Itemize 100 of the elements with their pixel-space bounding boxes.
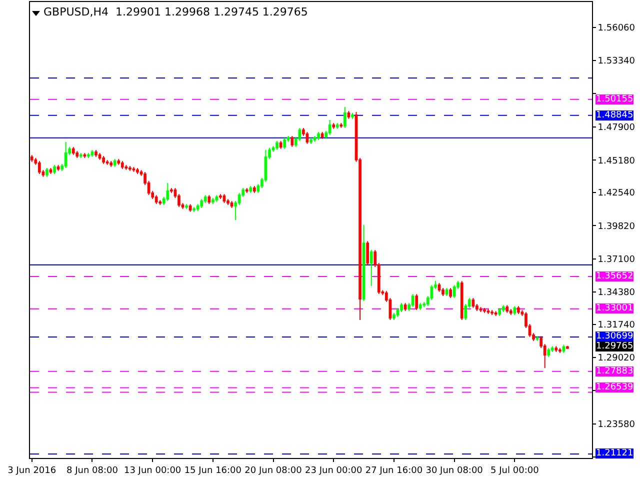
candlestick [566,345,569,350]
ref-line-label: 1.21121 [596,448,634,458]
y-tick-label: 1.37100 [598,254,636,265]
candlestick [415,294,418,310]
candlestick [76,150,79,158]
y-tick-label: 1.39820 [598,222,636,232]
candlestick [320,131,324,140]
candlestick [306,131,309,144]
candlestick [83,152,86,158]
ref-line-label: 1.50155 [596,94,634,104]
y-tick-label: 1.42540 [598,188,636,199]
candlestick [56,164,60,172]
candlestick [438,282,441,292]
y-tick-label: 1.31740 [598,320,636,330]
candlestick [509,308,512,316]
candlestick [336,122,339,130]
candlestick [460,280,464,320]
candlestick [188,204,192,212]
x-tick-label: 3 Jun 2016 [8,466,56,476]
candlestick [136,167,139,174]
candlestick [490,310,494,316]
y-tick-label: 1.47900 [598,123,636,134]
candlestick [154,194,158,204]
x-tick-label: 20 Jun 08:00 [244,466,302,476]
candlestick [132,166,136,172]
candlestick [494,310,498,316]
candlestick [192,206,196,212]
candlestick [506,304,509,314]
candlestick [411,294,414,308]
candlestick [128,166,132,172]
ref-line-label: 1.27883 [596,366,634,376]
candlestick [72,146,75,156]
candlestick [562,344,566,354]
ref-line-label: 1.26539 [596,382,634,392]
candlestick [30,154,34,162]
candlestick [558,348,562,354]
candlestick [90,150,94,158]
candlestick [276,140,278,150]
chart-title: GBPUSD,H4 1.29901 1.29968 1.29745 1.29765 [44,5,308,18]
candlestick [344,106,346,128]
candlestick [290,135,294,148]
candlestick [279,140,282,150]
ref-line-label: 1.33001 [596,304,634,314]
candlestick [310,137,312,144]
candlestick [328,119,332,136]
x-tick-label: 23 Jun 00:00 [305,466,362,476]
candlestick [222,194,226,204]
candlestick [472,298,475,308]
candlestick [317,131,320,140]
text: 1.29765 [596,342,634,352]
candlestick [208,194,211,204]
candlestick [366,240,369,266]
candlestick [98,152,102,160]
x-tick-label: 5 Jul 00:00 [490,466,540,476]
candlestick [38,160,41,174]
y-tick-label: 1.53340 [598,56,636,67]
candlestick [106,160,109,166]
candlestick [486,308,490,315]
candlestick [404,302,407,312]
ref-line-label: 1.48845 [596,110,634,120]
candlestick [445,288,448,296]
x-tick-label: 8 Jun 08:00 [66,466,118,476]
candlestick [245,187,248,194]
candlestick [418,302,422,310]
candlestick [483,308,486,314]
candlestick [449,288,452,299]
candlestick [498,308,502,316]
y-tick-label: 1.56060 [598,23,636,34]
candlestick [102,155,105,164]
candlestick [110,160,113,168]
candlestick [536,336,539,342]
candlestick [166,182,170,202]
candlestick [46,167,48,178]
candlestick [547,348,550,358]
candlestick [124,164,128,170]
candlestick [283,137,286,150]
y-tick-label: 1.29020 [598,354,636,364]
x-tick-label: 15 Jun 16:00 [184,466,242,476]
candlestick [80,152,82,158]
x-tick-label: 30 Jun 08:00 [426,466,484,476]
candlestick [200,198,204,209]
candlestick [502,304,505,312]
y-tick-label: 1.45180 [598,156,636,166]
candlestick [340,122,343,128]
candlestick [49,167,52,174]
candlestick [94,150,98,158]
candlestick [219,194,222,200]
candlestick [452,284,456,299]
y-tick-label: 1.34380 [598,288,636,298]
candlestick [253,186,256,194]
candlestick [120,160,124,170]
candlestick [554,346,558,352]
candlestick [370,250,373,286]
candlestick [212,198,214,204]
ref-line-label: 1.30699 [596,332,634,342]
candlestick [215,194,218,202]
ref-line-label: 1.35652 [596,272,634,282]
candlestick [513,306,516,316]
candlestick [117,158,120,166]
candlestick [332,122,336,130]
